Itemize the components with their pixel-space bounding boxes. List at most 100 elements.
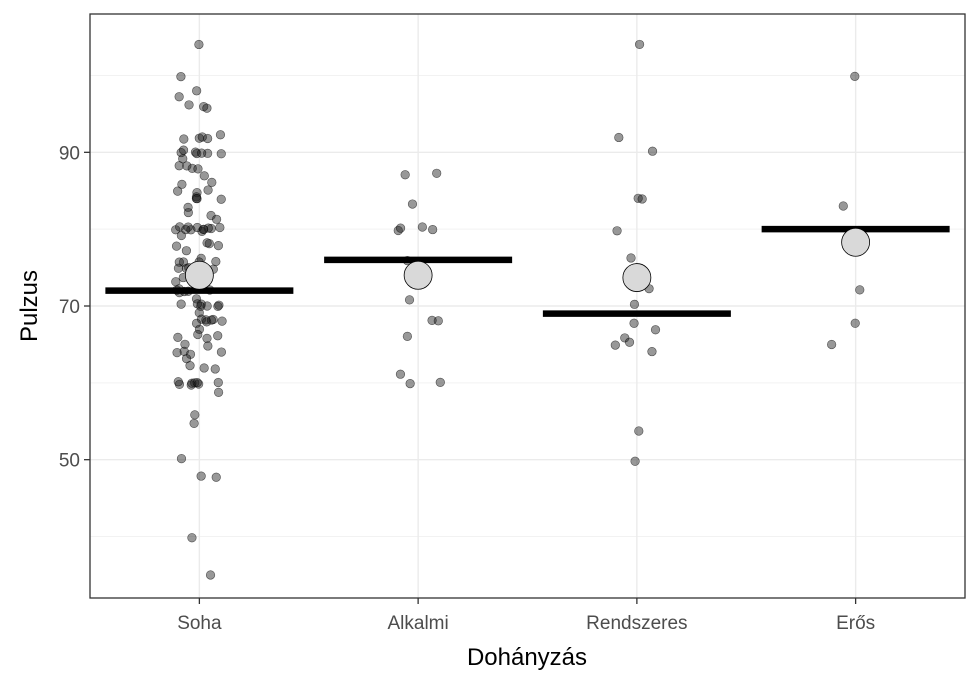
- data-point: [175, 222, 185, 232]
- y-tick-label: 90: [59, 143, 80, 164]
- data-point: [194, 39, 204, 50]
- data-point: [171, 241, 182, 251]
- data-point: [190, 410, 200, 420]
- data-point: [624, 337, 635, 347]
- data-point: [405, 379, 415, 389]
- data-point: [183, 222, 193, 232]
- data-point: [216, 347, 227, 357]
- data-point: [178, 145, 189, 155]
- data-point: [213, 301, 223, 311]
- data-point: [189, 418, 199, 429]
- data-point: [199, 363, 209, 373]
- data-point: [185, 360, 195, 371]
- x-tick-label: Alkalmi: [388, 613, 449, 634]
- data-point: [612, 226, 622, 236]
- data-point: [206, 315, 217, 325]
- data-point: [217, 316, 227, 326]
- data-point: [176, 72, 186, 82]
- data-point: [427, 315, 437, 326]
- data-point: [174, 161, 184, 171]
- x-axis: Soha Alkalmi Rendszeres Erős: [177, 598, 875, 634]
- data-point: [614, 132, 624, 143]
- x-axis-title: Dohányzás: [467, 644, 587, 671]
- data-point: [215, 222, 225, 233]
- data-point: [192, 148, 202, 159]
- data-point: [174, 92, 184, 102]
- data-point: [206, 210, 216, 221]
- data-point: [213, 377, 223, 388]
- data-point: [850, 71, 860, 81]
- data-point: [213, 331, 223, 341]
- data-point: [610, 340, 620, 350]
- x-tick-label: Erős: [836, 613, 875, 634]
- data-point: [179, 134, 189, 144]
- data-point: [213, 241, 223, 251]
- data-point: [203, 185, 213, 195]
- data-point: [183, 202, 193, 212]
- data-point: [202, 103, 212, 113]
- data-point: [192, 377, 202, 388]
- data-point: [629, 299, 640, 309]
- data-point: [203, 133, 213, 144]
- data-point: [173, 186, 183, 196]
- mean-marker: [403, 260, 433, 290]
- data-point: [207, 177, 217, 187]
- data-point: [428, 224, 438, 235]
- data-point: [211, 472, 221, 482]
- data-point: [179, 346, 189, 356]
- data-point: [827, 339, 837, 350]
- data-point: [192, 299, 202, 309]
- data-point: [192, 86, 202, 96]
- data-point: [192, 194, 202, 204]
- data-point: [186, 380, 196, 390]
- data-point: [395, 369, 406, 379]
- mean-marker: [841, 227, 871, 257]
- data-point: [210, 364, 220, 374]
- data-point: [173, 263, 184, 273]
- data-point: [213, 387, 224, 397]
- data-point: [180, 339, 190, 349]
- data-point: [202, 333, 212, 343]
- data-point: [202, 301, 212, 311]
- data-point: [850, 318, 860, 328]
- data-point: [202, 317, 212, 327]
- mean-markers: [184, 227, 871, 292]
- data-point: [216, 149, 226, 159]
- data-point: [173, 332, 183, 342]
- x-tick-label: Rendszeres: [586, 613, 687, 634]
- mean-marker: [622, 263, 652, 292]
- grid: [90, 14, 965, 598]
- mean-marker: [184, 260, 214, 290]
- data-points: [171, 39, 865, 580]
- data-point: [407, 199, 418, 209]
- y-axis: 50 70 90: [59, 143, 90, 472]
- data-point: [206, 223, 216, 234]
- data-point: [395, 223, 406, 233]
- data-point: [174, 379, 185, 389]
- data-point: [191, 294, 202, 304]
- data-point: [417, 222, 427, 232]
- data-point: [197, 132, 207, 142]
- data-point: [196, 471, 206, 481]
- data-point: [216, 194, 226, 204]
- data-point: [183, 207, 193, 218]
- data-point: [194, 324, 205, 334]
- data-point: [197, 148, 207, 158]
- data-point: [402, 331, 412, 341]
- data-point: [176, 299, 186, 309]
- data-point: [211, 214, 222, 224]
- data-point: [193, 164, 203, 174]
- data-point: [435, 377, 445, 387]
- data-point: [173, 377, 183, 387]
- data-point: [855, 285, 865, 295]
- data-point: [191, 318, 202, 328]
- data-point: [181, 246, 192, 256]
- data-point: [184, 100, 194, 110]
- data-point: [202, 238, 212, 248]
- data-point: [629, 318, 639, 328]
- data-point: [199, 171, 209, 181]
- data-point: [637, 194, 647, 204]
- y-tick-label: 70: [59, 297, 80, 318]
- data-point: [176, 230, 186, 241]
